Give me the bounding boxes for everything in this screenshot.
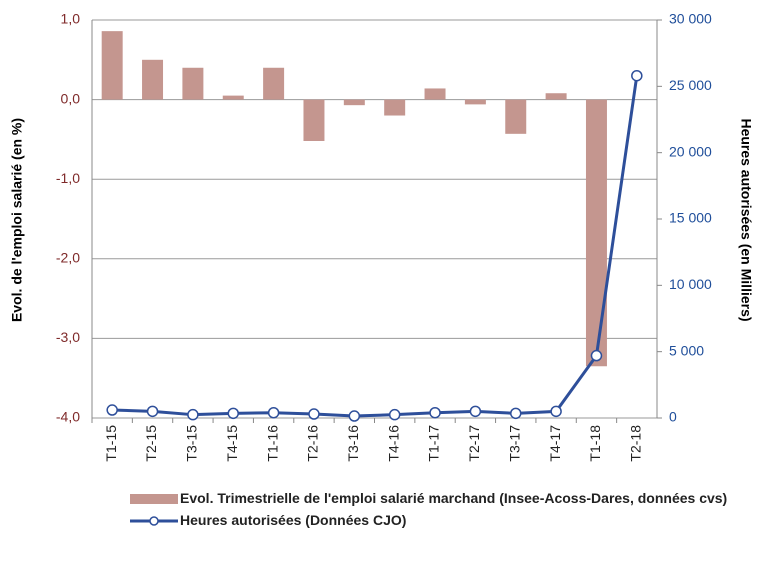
y2-tick-label: 20 000 — [669, 143, 712, 159]
x-tick-label: T1-18 — [587, 425, 603, 462]
line-marker — [146, 405, 159, 418]
x-tick-label: T2-15 — [143, 425, 159, 462]
bar — [263, 67, 285, 100]
x-tick-label: T4-16 — [385, 425, 401, 462]
x-tick-label: T3-17 — [506, 425, 522, 462]
x-tick-label: T2-18 — [628, 425, 644, 462]
bar — [585, 99, 607, 367]
y-tick-label: -3,0 — [56, 329, 80, 345]
line-marker — [267, 406, 280, 419]
line-marker — [631, 69, 643, 82]
line-marker — [348, 410, 361, 422]
x-tick-label: T3-15 — [184, 425, 200, 462]
bar — [222, 95, 244, 100]
bar — [545, 93, 567, 100]
y-tick-label: -2,0 — [56, 250, 80, 266]
legend-swatch — [130, 494, 178, 504]
x-tick-label: T2-16 — [305, 425, 321, 462]
legend-label: Heures autorisées (Données CJO) — [180, 512, 407, 528]
chart: Evol. de l'emploi salarié (en %) Heures … — [9, 11, 755, 462]
x-tick-label: T1-17 — [426, 425, 442, 462]
x-tick-label: T1-15 — [103, 425, 119, 462]
line-marker — [106, 404, 118, 416]
bar — [424, 88, 446, 100]
y-axis-title: Evol. de l'emploi salarié (en %) — [9, 118, 25, 322]
legend-entry: Heures autorisées (Données CJO) — [130, 510, 760, 530]
y2-tick-label: 0 — [669, 409, 677, 425]
swatch — [130, 494, 178, 504]
legend-entry: Evol. Trimestrielle de l'emploi salarié … — [130, 488, 760, 508]
y2-tick-label: 25 000 — [669, 77, 712, 93]
line-marker — [469, 405, 482, 418]
line-marker — [429, 406, 441, 419]
bar — [303, 99, 325, 141]
line — [112, 75, 639, 418]
bar — [142, 59, 164, 100]
line-marker — [510, 407, 522, 420]
legend: Evol. Trimestrielle de l'emploi salarié … — [130, 488, 760, 532]
y2-tick-label: 15 000 — [669, 210, 712, 226]
line-marker — [550, 405, 562, 418]
y-tick-label: -1,0 — [56, 170, 80, 186]
swatch-marker — [149, 516, 159, 526]
line-marker — [308, 408, 320, 420]
y-tick-label: -4,0 — [56, 409, 80, 425]
x-tick-label: T1-16 — [264, 425, 280, 462]
bar — [182, 67, 204, 100]
y2-tick-label: 30 000 — [669, 11, 712, 27]
x-tick-label: T4-17 — [547, 425, 563, 462]
line-marker — [187, 408, 199, 421]
x-tick-label: T3-16 — [345, 425, 361, 462]
y-tick-label: 0,0 — [61, 90, 81, 106]
y2-axis-title: Heures autorisées (en Milliers) — [738, 118, 754, 321]
x-tick-label: T4-15 — [224, 425, 240, 462]
y-tick-label: 1,0 — [61, 11, 81, 27]
y2-tick-label: 5 000 — [669, 342, 704, 358]
legend-label: Evol. Trimestrielle de l'emploi salarié … — [180, 490, 728, 506]
line-marker — [388, 408, 401, 421]
line-marker — [590, 349, 603, 362]
bar — [384, 99, 406, 116]
y2-tick-label: 10 000 — [669, 276, 712, 292]
bar — [101, 31, 123, 100]
bar — [464, 99, 486, 105]
bar — [343, 99, 365, 106]
line-marker — [227, 407, 239, 420]
legend-swatch — [130, 516, 178, 526]
bar — [505, 99, 527, 134]
x-tick-label: T2-17 — [466, 425, 482, 462]
